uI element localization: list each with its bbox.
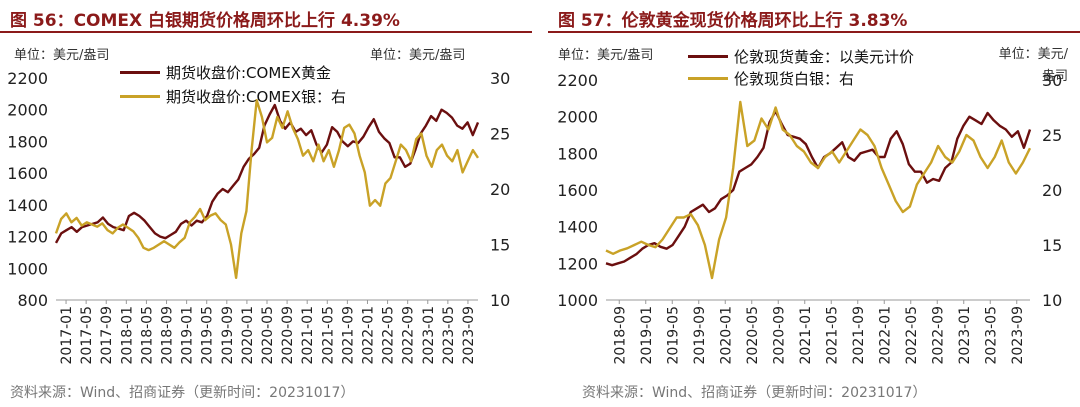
legend-swatch: [688, 55, 728, 58]
line-chart: 800 1000 1200 1400 1600 1800 2000 2200 10 15 20 25 3…: [7, 69, 510, 365]
y-left-tick-label: 1600: [557, 181, 598, 200]
x-tick-label: 2019-05: [665, 306, 681, 365]
y-left-tick-label: 2200: [557, 71, 598, 90]
x-tick-label: 2021-05: [824, 306, 840, 365]
y-right-tick-label: 20: [1042, 181, 1062, 200]
chart-title: 图 57：伦敦黄金现货价格周环比上行 3.83%: [558, 11, 908, 31]
y-left-tick-label: 2200: [7, 69, 48, 88]
chart-title: 图 56：COMEX 白银期货价格周环比上行 4.39%: [10, 11, 400, 31]
y-left-tick-label: 800: [17, 291, 48, 310]
x-tick-label: 2022-09: [930, 306, 946, 365]
x-tick-label: 2017-09: [99, 306, 115, 365]
title-divider: [548, 31, 1080, 33]
y-right-tick-label: 10: [490, 291, 510, 310]
x-tick-label: 2022-01: [877, 306, 893, 365]
y-right-tick-label: 20: [490, 180, 510, 199]
title-divider: [0, 31, 532, 33]
x-tick-label: 2019-09: [692, 306, 708, 365]
x-tick-label: 2021-09: [851, 306, 867, 365]
x-tick-label: 2020-01: [240, 306, 256, 365]
x-tick-label: 2020-01: [718, 306, 734, 365]
line-chart: 1000 1200 1400 1600 1800 2000 2200 10 15 20 25 30 20…: [557, 71, 1062, 365]
x-tick-label: 2019-01: [180, 306, 196, 365]
x-tick-label: 2018-05: [139, 306, 155, 365]
y-right-tick-label: 15: [1042, 236, 1062, 255]
x-tick-label: 2023-05: [441, 306, 457, 365]
x-tick-label: 2020-05: [745, 306, 761, 365]
y-left-tick-label: 1400: [557, 218, 598, 237]
left-axis-unit: 单位：美元/盎司: [558, 48, 654, 63]
legend-swatch: [120, 71, 160, 74]
x-tick-label: 2018-09: [612, 306, 628, 365]
y-left-tick-label: 1600: [7, 164, 48, 183]
x-tick-label: 2021-01: [300, 306, 316, 365]
y-right-tick-label: 25: [1042, 126, 1062, 145]
y-right-tick-label: 30: [1042, 71, 1062, 90]
right-axis-unit: 单位：美元/盎司: [370, 48, 466, 63]
x-tick-label: 2022-05: [381, 306, 397, 365]
y-left-tick-label: 1800: [557, 144, 598, 163]
y-right-tick-label: 15: [490, 236, 510, 255]
x-tick-label: 2019-01: [639, 306, 655, 365]
x-tick-label: 2020-09: [280, 306, 296, 365]
chart-panel-gold: 图 57：伦敦黄金现货价格周环比上行 3.83% 单位：美元/盎司 单位：美元/…: [548, 0, 1080, 407]
y-left-tick-label: 1400: [7, 196, 48, 215]
x-tick-label: 2020-09: [771, 306, 787, 365]
y-left-tick-label: 2000: [557, 108, 598, 127]
y-right-tick-label: 25: [490, 125, 510, 144]
source-note: 资料来源：Wind、招商证券（更新时间：20231017）: [582, 385, 927, 401]
x-tick-label: 2021-05: [320, 306, 336, 365]
legend-label: 期货收盘价:COMEX银：右: [166, 88, 347, 106]
x-tick-label: 2022-05: [904, 306, 920, 365]
legend-label: 期货收盘价:COMEX黄金: [166, 64, 332, 82]
y-right-tick-label: 10: [1042, 291, 1062, 310]
y-left-tick-label: 2000: [7, 101, 48, 120]
x-tick-label: 2021-09: [340, 306, 356, 365]
x-tick-label: 2019-09: [220, 306, 236, 365]
left-axis-unit: 单位：美元/盎司: [14, 48, 110, 63]
source-note: 资料来源：Wind、招商证券（更新时间：20231017）: [10, 385, 355, 401]
series-line-silver: [605, 100, 1032, 280]
legend-label: 伦敦现货黄金：以美元计价: [734, 48, 915, 66]
x-tick-label: 2023-05: [983, 306, 999, 365]
x-tick-label: 2023-09: [1010, 306, 1026, 365]
legend-swatch: [688, 77, 728, 80]
x-tick-label: 2018-09: [160, 306, 176, 365]
x-tick-label: 2019-05: [200, 306, 216, 365]
x-tick-label: 2020-05: [260, 306, 276, 365]
x-tick-label: 2021-01: [798, 306, 814, 365]
x-tick-label: 2018-01: [119, 306, 135, 365]
y-left-tick-label: 1200: [557, 254, 598, 273]
series-line-gold: [54, 103, 480, 244]
chart-panel-silver: 图 56：COMEX 白银期货价格周环比上行 4.39% 单位：美元/盎司 单位…: [0, 0, 532, 407]
y-left-tick-label: 1200: [7, 228, 48, 247]
y-left-tick-label: 1800: [7, 132, 48, 151]
x-tick-label: 2022-01: [360, 306, 376, 365]
legend-swatch: [120, 95, 160, 98]
y-right-tick-label: 30: [490, 69, 510, 88]
right-axis-unit: 单位：美元/盎司: [998, 47, 1068, 84]
x-tick-label: 2022-09: [401, 306, 417, 365]
x-tick-label: 2017-05: [79, 306, 95, 365]
x-tick-label: 2023-09: [461, 306, 477, 365]
x-tick-label: 2017-01: [59, 306, 75, 365]
series-line-silver: [54, 98, 480, 279]
legend-label: 伦敦现货白银：右: [734, 70, 855, 88]
y-left-tick-label: 1000: [7, 259, 48, 278]
y-left-tick-label: 1000: [557, 291, 598, 310]
x-tick-label: 2023-01: [421, 306, 437, 365]
x-tick-label: 2023-01: [957, 306, 973, 365]
